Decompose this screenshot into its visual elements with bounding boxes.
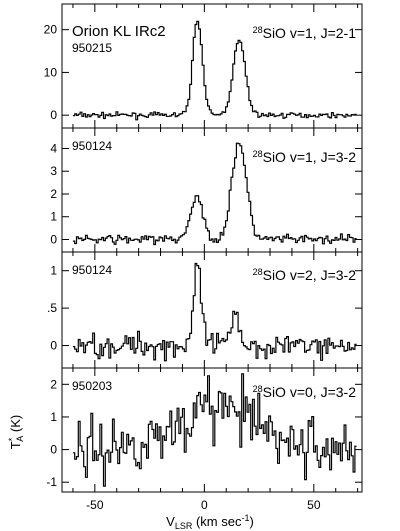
x-tick-label: 0 xyxy=(201,498,208,512)
panel-2-ticks: 0 1 2 3 4 xyxy=(50,128,362,252)
panel-2-spectrum-line xyxy=(72,142,357,246)
panel-2-line-label: 28SiO v=1, J=3-2 xyxy=(253,149,357,165)
panel-3-date-label: 950124 xyxy=(72,263,112,277)
panel-2-date-label: 950124 xyxy=(72,139,112,153)
panel-3-isotope: 28 xyxy=(253,267,263,277)
panel-4-ytick-label: 2 xyxy=(50,377,57,391)
panel-2-ytick-label: 1 xyxy=(50,210,57,224)
y-axis-label-unit: (K) xyxy=(8,415,23,436)
panel-1-source-label: Orion KL IRc2 xyxy=(72,23,166,40)
x-axis-label-sub: LSR xyxy=(175,521,193,531)
panel-3-ytick-label: 0 xyxy=(50,339,57,353)
y-axis-label-sup: * xyxy=(7,437,17,441)
panel-4-ticks: -1 0 1 2 xyxy=(46,368,362,492)
panel-1-ticks: 0 10 20 xyxy=(44,4,362,128)
panel-1-spectrum-line xyxy=(72,20,357,121)
x-tick-labels: -50 0 50 xyxy=(86,498,321,512)
panel-4-ytick-label: 1 xyxy=(50,410,57,424)
panel-1-line-label: 28SiO v=1, J=2-1 xyxy=(253,25,357,41)
panel-1-ytick-label: 10 xyxy=(44,65,58,79)
panel-4-transition: SiO v=0, J=3-2 xyxy=(263,384,357,400)
x-axis-label: VLSR (km sec-1) xyxy=(166,513,254,531)
panel-3-transition: SiO v=2, J=3-2 xyxy=(263,267,357,283)
x-axis-label-unit-close: ) xyxy=(249,514,253,529)
panel-1-transition: SiO v=1, J=2-1 xyxy=(263,25,357,41)
panel-2-ytick-label: 4 xyxy=(50,141,57,155)
panel-4-line-label: 28SiO v=0, J=3-2 xyxy=(253,384,357,400)
panel-3-ytick-label: .5 xyxy=(47,301,57,315)
panel-1-ytick-label: 20 xyxy=(44,23,58,37)
panel-3: 0.51 950124 28SiO v=2, J=3-2 xyxy=(47,251,363,369)
panel-4: -1 0 1 2 950203 28SiO v=0, J=3-2 xyxy=(46,367,363,493)
panel-4-ytick-label: -1 xyxy=(46,475,57,489)
x-axis-label-unit-exp: -1 xyxy=(241,513,249,523)
panel-1: 0 10 20 Orion KL IRc2 950215 28SiO v=1, J=… xyxy=(44,3,363,129)
panel-4-date-label: 950203 xyxy=(72,379,112,393)
panel-4-spectrum-line xyxy=(72,373,357,487)
panel-2-transition: SiO v=1, J=3-2 xyxy=(263,149,357,165)
panel-1-isotope: 28 xyxy=(253,25,263,35)
panel-2-ytick-label: 3 xyxy=(50,164,57,178)
panel-2: 0 1 2 3 4 950124 28SiO v=1, J=3-2 xyxy=(50,127,363,253)
panel-1-ytick-label: 0 xyxy=(50,108,57,122)
panel-3-line-label: 28SiO v=2, J=3-2 xyxy=(253,267,357,283)
panel-3-spectrum-line xyxy=(72,262,357,362)
panel-2-ytick-label: 2 xyxy=(50,187,57,201)
y-axis-label-sub: A xyxy=(15,436,25,442)
panel-4-isotope: 28 xyxy=(253,384,263,394)
panel-3-ticks: 0.51 xyxy=(47,252,362,368)
y-axis-label-main: T xyxy=(8,441,23,449)
panel-2-ytick-label: 0 xyxy=(50,232,57,246)
y-axis-label: T*A (K) xyxy=(7,415,25,449)
x-tick-label: -50 xyxy=(86,498,104,512)
panel-2-isotope: 28 xyxy=(253,149,263,159)
x-axis-label-main: V xyxy=(166,514,175,529)
panel-4-frame xyxy=(61,367,363,493)
panel-1-date-label: 950215 xyxy=(72,41,112,55)
panel-4-ytick-label: 0 xyxy=(50,443,57,457)
x-axis-label-unit: (km sec xyxy=(192,514,242,529)
panel-3-ytick-label: 1 xyxy=(50,264,57,278)
x-tick-label: 50 xyxy=(307,498,321,512)
